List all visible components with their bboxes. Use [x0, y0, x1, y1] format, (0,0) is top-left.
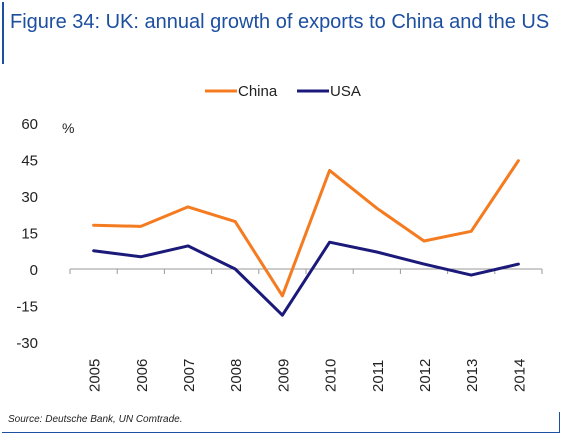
source-note: Source: Deutsche Bank, UN Comtrade. — [8, 414, 183, 425]
y-tick-label: 60 — [21, 116, 38, 133]
title-accent-bar — [2, 2, 4, 64]
x-tick-label: 2014 — [511, 359, 528, 392]
y-tick-label: 15 — [21, 226, 38, 243]
x-tick-label: 2011 — [370, 360, 387, 392]
line-chart: China USA -30 -15 0 15 30 45 60 % 2005 2006 2007 200… — [16, 83, 543, 392]
y-tick-label: 0 — [30, 262, 38, 279]
chart-axes: -30 -15 0 15 30 45 60 % 2005 2006 2007 2008 2009 2010… — [16, 116, 543, 392]
legend-label-china: China — [238, 83, 278, 100]
series-line-usa — [92, 240, 520, 317]
x-tick-label: 2013 — [464, 359, 481, 392]
x-tick-label: 2012 — [417, 359, 434, 392]
x-tick-label: 2007 — [181, 359, 198, 392]
y-tick-label: -30 — [16, 335, 38, 352]
chart-legend: China USA — [205, 83, 361, 100]
x-tick-label: 2010 — [323, 359, 340, 392]
source-rule — [2, 410, 560, 433]
y-unit-label: % — [62, 120, 74, 136]
x-tick-label: 2006 — [134, 359, 151, 392]
chart-series — [92, 159, 520, 317]
y-tick-label: -15 — [16, 299, 38, 316]
x-tick-label: 2008 — [228, 359, 245, 392]
x-tick-label: 2009 — [275, 359, 292, 392]
series-line-china — [92, 159, 520, 298]
legend-label-usa: USA — [330, 83, 361, 100]
figure-title: Figure 34: UK: annual growth of exports … — [10, 11, 550, 33]
y-tick-label: 30 — [21, 189, 38, 206]
y-tick-label: 45 — [21, 153, 38, 170]
x-tick-label: 2005 — [87, 359, 104, 392]
